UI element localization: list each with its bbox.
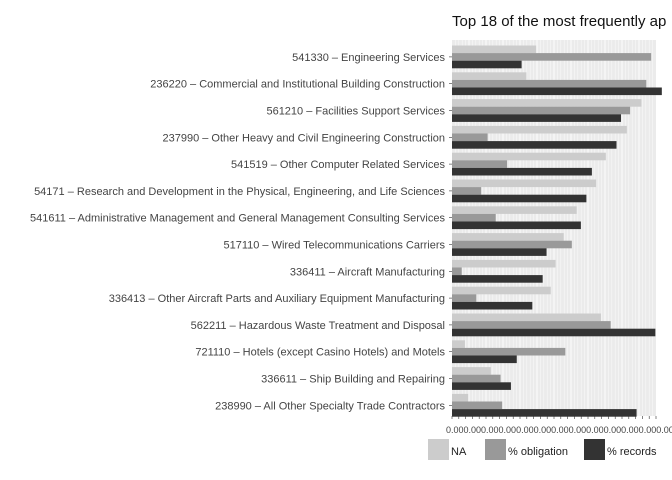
bar-obligation-10 — [452, 321, 611, 329]
bar-obligation-7 — [452, 240, 572, 249]
bar-records-0 — [452, 60, 522, 69]
bar-na-2 — [452, 99, 642, 107]
category-label: 236220 – Commercial and Institutional Bu… — [150, 79, 445, 91]
bar-na-7 — [452, 233, 564, 241]
bar-na-10 — [452, 313, 601, 322]
bar-records-12 — [452, 382, 511, 390]
bar-records-8 — [452, 275, 543, 283]
bar-records-5 — [452, 194, 587, 203]
legend-key-0 — [428, 439, 449, 460]
category-label: 336411 – Aircraft Manufacturing — [290, 266, 445, 278]
legend-label: NA — [451, 446, 467, 458]
legend-label: % obligation — [508, 446, 568, 458]
bar-records-4 — [452, 167, 592, 176]
bar-obligation-8 — [452, 267, 462, 276]
bar-na-4 — [452, 152, 606, 161]
bar-obligation-4 — [452, 160, 508, 168]
bar-records-1 — [452, 87, 662, 96]
category-label: 561210 – Facilities Support Services — [266, 106, 445, 118]
bar-records-6 — [452, 221, 581, 230]
bar-records-13 — [452, 409, 637, 417]
bar-records-10 — [452, 328, 656, 337]
category-label: 336611 – Ship Building and Repairing — [261, 374, 445, 386]
category-labels: 541330 – Engineering Services 236220 – Co… — [30, 52, 452, 412]
chart-title: Top 18 of the most frequently ap — [452, 13, 666, 30]
bar-na-1 — [452, 72, 527, 80]
bar-obligation-13 — [452, 401, 503, 410]
bar-na-5 — [452, 179, 597, 188]
category-label: 721110 – Hotels (except Casino Hotels) a… — [195, 347, 445, 359]
legend-label: % records — [607, 446, 657, 458]
category-label: 336413 – Other Aircraft Parts and Auxili… — [109, 293, 445, 305]
bar-records-9 — [452, 301, 533, 310]
bar-records-2 — [452, 114, 622, 122]
bar-na-9 — [452, 286, 551, 295]
bar-obligation-5 — [452, 187, 482, 195]
bar-records-3 — [452, 141, 617, 149]
category-label: 237990 – Other Heavy and Civil Engineeri… — [163, 132, 446, 144]
bar-na-13 — [452, 393, 469, 402]
x-tick-labels: 0.000.000.000.000.000.000.000.000.000.00… — [446, 425, 672, 435]
bar-records-7 — [452, 248, 547, 256]
category-label: 54171 – Research and Development in the … — [34, 186, 445, 198]
bar-obligation-11 — [452, 347, 566, 356]
bar-obligation-12 — [452, 374, 501, 383]
category-label: 238990 – All Other Specialty Trade Contr… — [215, 400, 445, 412]
bar-na-8 — [452, 259, 556, 268]
legend-key-1 — [485, 439, 506, 460]
bar-obligation-6 — [452, 213, 496, 222]
bar-na-6 — [452, 206, 577, 214]
bar-na-11 — [452, 340, 465, 348]
bar-obligation-1 — [452, 79, 647, 88]
bar-obligation-2 — [452, 106, 631, 115]
bars — [452, 45, 662, 417]
bar-obligation-3 — [452, 133, 488, 142]
bar-na-3 — [452, 125, 627, 134]
bar-na-0 — [452, 45, 537, 54]
bar-obligation-0 — [452, 53, 652, 61]
legend: NA % obligation % records — [428, 439, 657, 460]
bar-na-12 — [452, 367, 491, 375]
legend-key-2 — [584, 439, 605, 460]
category-label: 541611 – Administrative Management and G… — [30, 213, 445, 225]
category-label: 517110 – Wired Telecommunications Carrie… — [223, 240, 445, 252]
category-label: 541330 – Engineering Services — [292, 52, 445, 64]
category-label: 541519 – Other Computer Related Services — [231, 159, 446, 171]
category-label: 562211 – Hazardous Waste Treatment and D… — [191, 320, 445, 332]
bar-records-11 — [452, 355, 517, 364]
bar-obligation-9 — [452, 294, 477, 302]
